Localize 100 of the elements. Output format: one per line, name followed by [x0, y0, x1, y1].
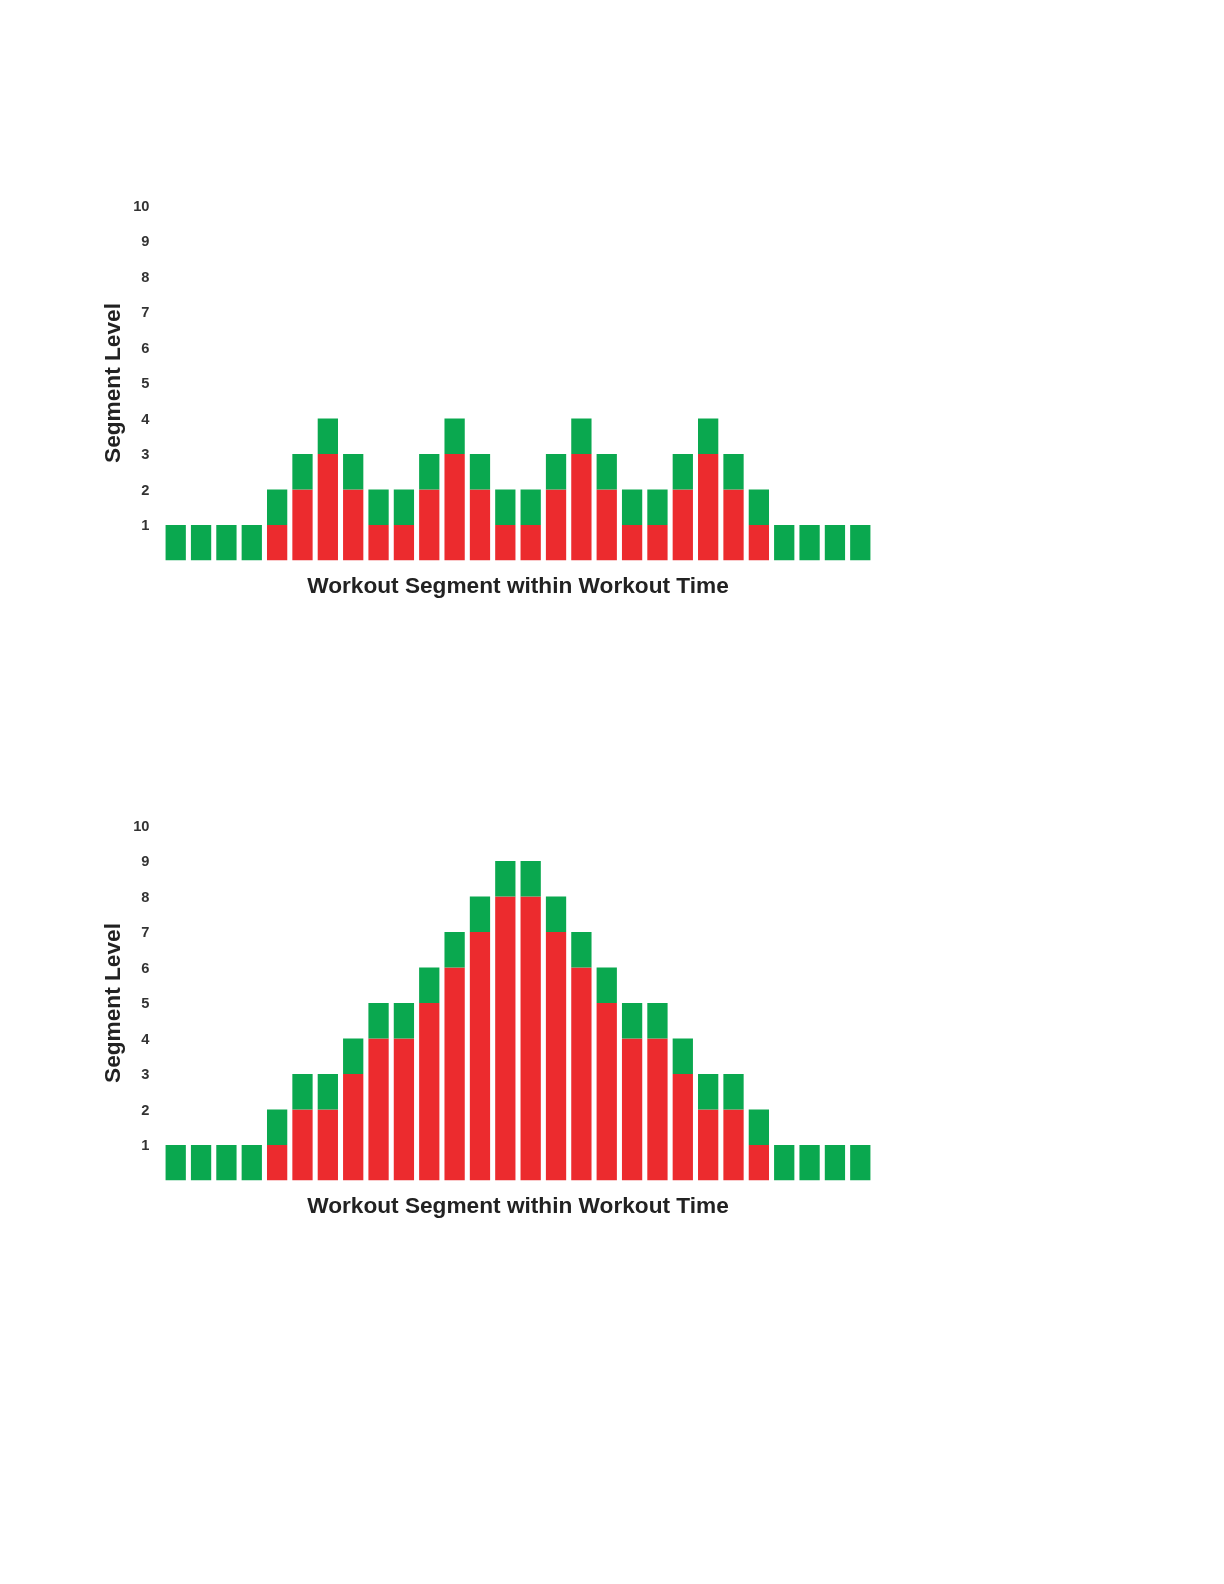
- bar: [596, 1003, 617, 1181]
- bar: [596, 489, 617, 561]
- y-tick-label: 10: [133, 817, 150, 834]
- bar: [419, 454, 440, 490]
- bar: [469, 454, 491, 490]
- bar: [748, 525, 770, 561]
- bar: [723, 1074, 744, 1110]
- bar: [165, 525, 186, 561]
- bar: [799, 525, 820, 561]
- bar: [393, 1038, 415, 1181]
- bar: [343, 1038, 364, 1074]
- y-axis-title: Segment Level: [99, 303, 126, 463]
- bar: [647, 489, 668, 525]
- bar: [545, 896, 567, 932]
- bar: [495, 861, 516, 897]
- y-tick-label: 10: [133, 197, 150, 214]
- bar: [723, 1109, 744, 1181]
- bar: [520, 896, 541, 1181]
- bar: [165, 1145, 186, 1181]
- bar: [748, 1145, 770, 1181]
- bar: [368, 1038, 389, 1181]
- bar: [343, 1074, 364, 1181]
- bar: [241, 525, 262, 561]
- bar: [774, 1145, 795, 1181]
- y-tick-label: 3: [141, 446, 150, 462]
- bar: [774, 525, 795, 561]
- bar: [824, 525, 846, 561]
- bar: [469, 896, 491, 932]
- bar: [393, 1003, 415, 1039]
- bar: [419, 967, 440, 1003]
- bar: [368, 525, 389, 561]
- bar: [343, 489, 364, 561]
- y-tick-label: 9: [141, 233, 150, 249]
- bar: [748, 1109, 770, 1145]
- bar: [444, 932, 465, 968]
- bar: [672, 454, 693, 490]
- y-tick-label: 7: [141, 924, 150, 940]
- bar: [495, 525, 516, 561]
- y-tick-label: 6: [141, 959, 150, 976]
- bar: [266, 525, 288, 561]
- bar: [419, 1003, 440, 1181]
- bar: [317, 1109, 338, 1181]
- bar: [596, 967, 617, 1003]
- y-tick-label: 3: [141, 1066, 150, 1082]
- y-tick-label: 1: [141, 517, 150, 533]
- bar: [393, 489, 415, 525]
- bar: [571, 967, 592, 1181]
- bar: [672, 489, 693, 561]
- bar: [545, 454, 567, 490]
- bar: [596, 454, 617, 490]
- bar: [317, 454, 338, 561]
- bar: [190, 1145, 212, 1181]
- bar: [621, 1003, 643, 1039]
- bar: [698, 1109, 719, 1181]
- bar: [698, 1074, 719, 1110]
- bar: [241, 1145, 262, 1181]
- bar: [723, 489, 744, 561]
- bar: [393, 525, 415, 561]
- bar: [698, 454, 719, 561]
- bar: [621, 525, 643, 561]
- x-axis-title: Workout Segment within Workout Time: [307, 1191, 729, 1218]
- bar: [571, 454, 592, 561]
- bar: [292, 454, 313, 490]
- bar: [444, 967, 465, 1181]
- bar: [419, 489, 440, 561]
- bar: [292, 1074, 313, 1110]
- bar: [444, 418, 465, 454]
- bar: [672, 1074, 693, 1181]
- bar: [216, 1145, 237, 1181]
- bar: [621, 1038, 643, 1181]
- bar: [469, 489, 491, 561]
- bar: [545, 932, 567, 1181]
- bar: [799, 1145, 820, 1181]
- bar: [368, 489, 389, 525]
- y-tick-label: 4: [141, 410, 151, 427]
- bar: [520, 489, 541, 525]
- bar: [647, 1038, 668, 1181]
- bar: [850, 525, 871, 561]
- bar: [571, 418, 592, 454]
- bar: [266, 1109, 288, 1145]
- y-axis-title: Segment Level: [99, 923, 126, 1083]
- y-tick-label: 2: [141, 1101, 150, 1118]
- y-tick-label: 1: [141, 1137, 150, 1153]
- bar: [571, 932, 592, 968]
- bar: [723, 454, 744, 490]
- bar: [343, 454, 364, 490]
- bar: [520, 861, 541, 897]
- bar: [850, 1145, 871, 1181]
- bar: [748, 489, 770, 525]
- bar: [266, 489, 288, 525]
- bar: [292, 1109, 313, 1181]
- y-tick-label: 8: [141, 268, 150, 285]
- bar: [444, 454, 465, 561]
- bar: [672, 1038, 693, 1074]
- x-axis-title: Workout Segment within Workout Time: [307, 571, 729, 598]
- bar: [647, 1003, 668, 1039]
- bar: [317, 418, 338, 454]
- bar: [469, 932, 491, 1181]
- bar: [368, 1003, 389, 1039]
- bar: [647, 525, 668, 561]
